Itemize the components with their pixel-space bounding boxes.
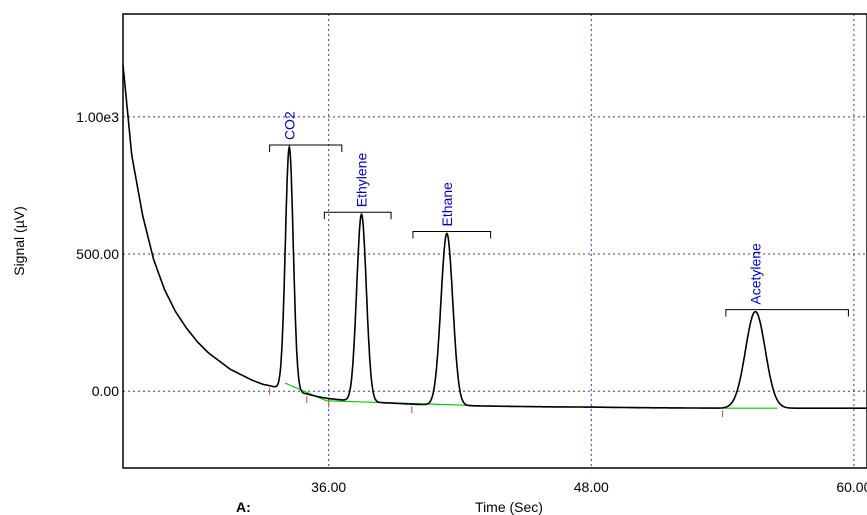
y-tick-label: 1.00e3 <box>76 109 119 125</box>
y-tick-label: 0.00 <box>92 383 119 399</box>
y-axis-label: Signal (µV) <box>11 206 27 276</box>
panel-label: A: <box>236 499 251 515</box>
baseline-line <box>284 382 778 409</box>
x-axis-label: Time (Sec) <box>475 499 543 515</box>
plot-area <box>122 13 867 469</box>
signal-line <box>122 64 867 410</box>
peak-label: Ethane <box>439 182 455 227</box>
x-tick-label: 60.00 <box>836 479 867 495</box>
peak-bracket <box>725 309 849 317</box>
peak-bracket <box>323 211 392 220</box>
integration-marks <box>269 387 724 418</box>
peak-bracket <box>412 230 492 239</box>
x-tick-label: 36.00 <box>311 479 346 495</box>
peak-bracket <box>269 144 343 153</box>
peak-label: Acetylene <box>747 243 763 305</box>
peak-annotations: CO2 Ethylene Ethane Acetylene <box>269 111 849 317</box>
grid <box>123 14 867 468</box>
signal-trace <box>122 64 867 410</box>
y-axis-ticks: 0.00 500.00 1.00e3 <box>76 109 119 399</box>
x-tick-label: 48.00 <box>574 479 609 495</box>
peak-label: Ethylene <box>354 153 370 208</box>
y-tick-label: 500.00 <box>76 246 119 262</box>
baseline <box>284 382 778 409</box>
peak-label: CO2 <box>281 111 297 140</box>
x-axis-ticks: 36.00 48.00 60.00 <box>311 479 867 495</box>
